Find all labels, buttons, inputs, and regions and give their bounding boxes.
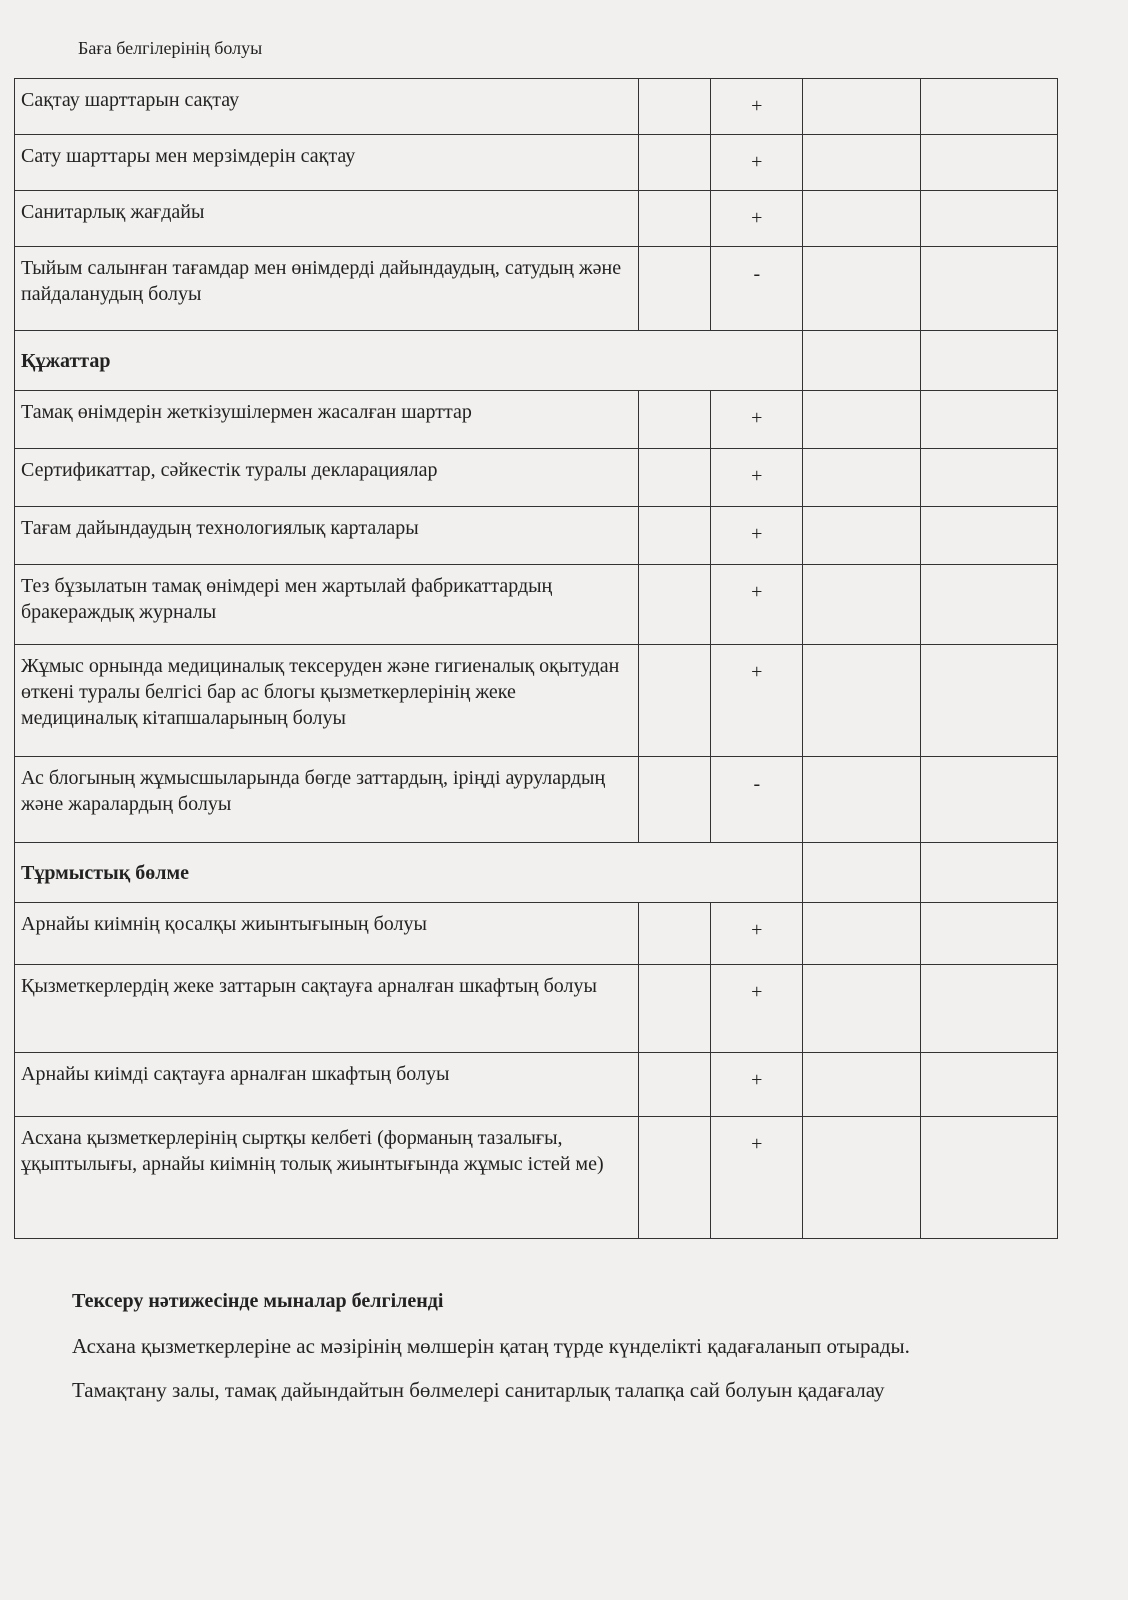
row-label: Сертификаттар, сәйкестік туралы декларац… bbox=[13, 448, 640, 507]
empty-cell bbox=[638, 246, 712, 331]
row-mark: + bbox=[710, 390, 804, 449]
row-mark: + bbox=[710, 644, 804, 757]
row-mark: + bbox=[710, 448, 804, 507]
empty-cell bbox=[802, 644, 922, 757]
empty-cell bbox=[638, 1116, 712, 1239]
empty-cell bbox=[802, 902, 922, 965]
row-label: Тағам дайындаудың технологиялық карталар… bbox=[13, 506, 640, 565]
empty-cell bbox=[802, 78, 922, 135]
empty-cell bbox=[802, 506, 922, 565]
empty-cell bbox=[802, 842, 922, 903]
results-heading: Тексеру нәтижесінде мыналар белгіленді bbox=[72, 1290, 444, 1312]
table-row: Арнайы киімнің қосалқы жиынтығының болуы… bbox=[13, 902, 1058, 965]
empty-cell bbox=[638, 1052, 712, 1117]
empty-cell bbox=[638, 756, 712, 843]
empty-cell bbox=[920, 1116, 1058, 1239]
row-label: Санитарлық жағдайы bbox=[13, 190, 640, 247]
empty-cell bbox=[638, 448, 712, 507]
row-label: Жұмыс орнында медициналық тексеруден жән… bbox=[13, 644, 640, 757]
section-title: Құжаттар bbox=[13, 330, 804, 391]
empty-cell bbox=[920, 756, 1058, 843]
empty-cell bbox=[638, 902, 712, 965]
row-mark: + bbox=[710, 190, 804, 247]
table-row: Ас блогының жұмысшыларында бөгде заттард… bbox=[13, 756, 1058, 843]
row-mark: + bbox=[710, 134, 804, 191]
row-label: Ас блогының жұмысшыларында бөгде заттард… bbox=[13, 756, 640, 843]
empty-cell bbox=[802, 134, 922, 191]
results-paragraph: Асхана қызметкерлеріне ас мәзірінің мөлш… bbox=[72, 1334, 910, 1358]
row-mark: + bbox=[710, 1116, 804, 1239]
empty-cell bbox=[638, 390, 712, 449]
empty-cell bbox=[638, 564, 712, 645]
empty-cell bbox=[920, 390, 1058, 449]
row-mark: + bbox=[710, 902, 804, 965]
table-row: Құжаттар bbox=[13, 330, 1058, 391]
checklist-table: Сақтау шарттарын сақтау + Сату шарттары ме… bbox=[13, 78, 1058, 1239]
table-row: Тұрмыстық бөлме bbox=[13, 842, 1058, 903]
table-row: Сақтау шарттарын сақтау + bbox=[13, 78, 1058, 135]
row-label: Арнайы киімнің қосалқы жиынтығының болуы bbox=[13, 902, 640, 965]
section-title: Тұрмыстық бөлме bbox=[13, 842, 804, 903]
empty-cell bbox=[802, 1116, 922, 1239]
results: Тексеру нәтижесінде мыналар белгіленді А… bbox=[14, 1290, 1058, 1420]
header-text: Баға белгілерінің болуы bbox=[78, 38, 263, 58]
empty-cell bbox=[802, 1052, 922, 1117]
empty-cell bbox=[638, 134, 712, 191]
empty-cell bbox=[920, 964, 1058, 1053]
empty-cell bbox=[802, 448, 922, 507]
table-row: Қызметкерлердің жеке заттарын сақтауға а… bbox=[13, 964, 1058, 1053]
table-row: Сертификаттар, сәйкестік туралы декларац… bbox=[13, 448, 1058, 507]
empty-cell bbox=[802, 246, 922, 331]
empty-cell bbox=[638, 78, 712, 135]
row-label: Сату шарттары мен мерзімдерін сақтау bbox=[13, 134, 640, 191]
table-row: Тағам дайындаудың технологиялық карталар… bbox=[13, 506, 1058, 565]
table-row: Жұмыс орнында медициналық тексеруден жән… bbox=[13, 644, 1058, 757]
table-row: Асхана қызметкерлерінің сыртқы келбеті (… bbox=[13, 1116, 1058, 1239]
empty-cell bbox=[638, 190, 712, 247]
empty-cell bbox=[638, 644, 712, 757]
row-mark: - bbox=[710, 246, 804, 331]
row-label: Қызметкерлердің жеке заттарын сақтауға а… bbox=[13, 964, 640, 1053]
table-row: Тамақ өнімдерін жеткізушілермен жасалған… bbox=[13, 390, 1058, 449]
row-label: Тез бұзылатын тамақ өнімдері мен жартыла… bbox=[13, 564, 640, 645]
row-label: Тыйым салынған тағамдар мен өнімдерді да… bbox=[13, 246, 640, 331]
empty-cell bbox=[920, 78, 1058, 135]
row-label: Асхана қызметкерлерінің сыртқы келбеті (… bbox=[13, 1116, 640, 1239]
row-mark: + bbox=[710, 506, 804, 565]
empty-cell bbox=[638, 964, 712, 1053]
empty-cell bbox=[638, 506, 712, 565]
empty-cell bbox=[920, 644, 1058, 757]
empty-cell bbox=[920, 1052, 1058, 1117]
row-mark: + bbox=[710, 1052, 804, 1117]
empty-cell bbox=[920, 448, 1058, 507]
table-row: Сату шарттары мен мерзімдерін сақтау + bbox=[13, 134, 1058, 191]
empty-cell bbox=[920, 506, 1058, 565]
table-row: Арнайы киімді сақтауға арналған шкафтың … bbox=[13, 1052, 1058, 1117]
row-label: Тамақ өнімдерін жеткізушілермен жасалған… bbox=[13, 390, 640, 449]
results-paragraph: Тамақтану залы, тамақ дайындайтын бөлмел… bbox=[72, 1378, 885, 1403]
empty-cell bbox=[802, 330, 922, 391]
empty-cell bbox=[920, 564, 1058, 645]
empty-cell bbox=[920, 902, 1058, 965]
empty-cell bbox=[802, 964, 922, 1053]
empty-cell bbox=[920, 842, 1058, 903]
row-mark: - bbox=[710, 756, 804, 843]
empty-cell bbox=[920, 330, 1058, 391]
empty-cell bbox=[802, 390, 922, 449]
empty-cell bbox=[802, 564, 922, 645]
row-mark: + bbox=[710, 78, 804, 135]
empty-cell bbox=[802, 756, 922, 843]
empty-cell bbox=[920, 190, 1058, 247]
row-mark: + bbox=[710, 964, 804, 1053]
table-row: Тез бұзылатын тамақ өнімдері мен жартыла… bbox=[13, 564, 1058, 645]
row-mark: + bbox=[710, 564, 804, 645]
table-row: Санитарлық жағдайы + bbox=[13, 190, 1058, 247]
empty-cell bbox=[920, 134, 1058, 191]
row-label: Арнайы киімді сақтауға арналған шкафтың … bbox=[13, 1052, 640, 1117]
empty-cell bbox=[920, 246, 1058, 331]
row-label: Сақтау шарттарын сақтау bbox=[13, 78, 640, 135]
empty-cell bbox=[802, 190, 922, 247]
table-row: Тыйым салынған тағамдар мен өнімдерді да… bbox=[13, 246, 1058, 331]
